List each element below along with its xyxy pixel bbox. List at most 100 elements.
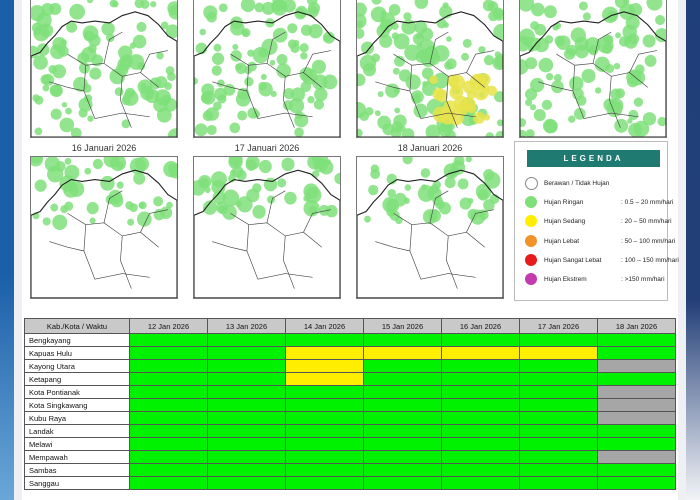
light-rain-patch	[290, 43, 300, 54]
light-rain-patch	[229, 122, 241, 134]
light-rain-patch	[359, 111, 370, 121]
map-panel-3	[350, 0, 510, 138]
light-rain-patch	[52, 214, 68, 231]
regency-boundary	[629, 50, 657, 73]
rainfall-map	[520, 0, 666, 137]
regency-boundary	[266, 31, 286, 64]
regency-boundary	[83, 65, 96, 119]
regency-boundary	[49, 241, 84, 252]
forecast-table: Kab./Kota / Waktu 12 Jan 2026 13 Jan 202…	[24, 318, 676, 490]
light-rain-patch	[370, 168, 381, 180]
light-rain-patch	[216, 201, 228, 214]
legend-range: : 100 – 150 mm/hari	[621, 257, 679, 264]
forecast-cell	[363, 333, 442, 347]
light-rain-patch	[237, 110, 248, 121]
regency-boundary	[140, 50, 168, 73]
legend-range: : 20 – 50 mm/hari	[621, 218, 672, 225]
light-rain-patch	[357, 2, 367, 17]
light-rain-patch	[300, 52, 308, 60]
light-rain-patch	[314, 87, 328, 102]
light-rain-patch	[610, 88, 622, 101]
light-rain-patch	[36, 43, 50, 56]
light-rain-patch	[271, 0, 288, 16]
regency-boundary	[429, 190, 449, 223]
light-rain-patch	[245, 159, 257, 171]
light-rain-patch	[277, 178, 287, 188]
legend-range: : 0.5 – 20 mm/hari	[621, 199, 674, 206]
light-rain-patch	[485, 132, 494, 137]
forecast-cell	[207, 385, 286, 399]
light-rain-patch	[541, 99, 553, 111]
forecast-cell	[519, 411, 598, 425]
light-rain-patch	[121, 119, 131, 129]
light-rain-patch	[194, 123, 208, 137]
light-rain-patch	[65, 107, 72, 115]
moderate-rain-patch	[453, 95, 469, 111]
light-rain-patch	[127, 218, 135, 226]
forecast-cell	[441, 398, 520, 412]
table-row: Sambas	[24, 463, 676, 477]
light-rain-patch	[531, 2, 545, 17]
light-rain-patch	[132, 34, 147, 49]
moderate-rain-patch	[486, 85, 498, 96]
light-rain-patch	[78, 62, 90, 74]
light-rain-patch	[42, 84, 50, 92]
forecast-cell	[363, 437, 442, 451]
light-rain-patch	[626, 75, 639, 88]
light-rain-patch	[308, 24, 323, 39]
header-date: 18 Jan 2026	[597, 318, 676, 334]
header-date: 15 Jan 2026	[363, 318, 442, 334]
regency-boundary	[212, 241, 247, 252]
legend-label: Hujan Ringan	[544, 199, 584, 206]
regency-boundary	[246, 224, 259, 280]
regency-boundary	[257, 273, 313, 280]
regency-boundary	[49, 81, 84, 92]
forecast-cell	[597, 463, 676, 477]
rainfall-map	[31, 157, 177, 298]
light-rain-patch	[218, 3, 228, 13]
forecast-cell	[285, 476, 364, 490]
light-rain-patch	[584, 37, 601, 54]
light-rain-patch	[294, 7, 307, 20]
light-rain-patch	[211, 65, 222, 76]
regency-boundary	[466, 50, 494, 73]
forecast-cell	[363, 346, 442, 360]
light-rain-patch	[69, 3, 86, 20]
regency-boundary	[230, 213, 322, 248]
light-rain-patch	[203, 5, 218, 20]
region-name: Bengkayang	[24, 333, 130, 347]
regency-boundary	[556, 53, 648, 88]
light-rain-patch	[156, 107, 172, 123]
table-row: Sanggau	[24, 476, 676, 490]
light-rain-patch	[385, 83, 400, 98]
forecast-cell	[519, 372, 598, 386]
light-rain-patch	[164, 82, 172, 90]
light-rain-patch	[202, 110, 214, 122]
forecast-cell	[597, 372, 676, 386]
forecast-cell	[441, 346, 520, 360]
map-date-title: 17 Januari 2026	[234, 143, 300, 153]
regency-boundary	[94, 273, 150, 280]
light-rain-patch	[199, 28, 207, 36]
light-rain-patch	[574, 107, 586, 120]
light-rain-patch	[334, 172, 340, 185]
light-rain-patch	[163, 97, 177, 112]
forecast-cell	[441, 424, 520, 438]
light-rain-patch	[114, 87, 124, 97]
light-rain-patch	[167, 1, 177, 16]
light-rain-patch	[60, 39, 67, 46]
light-rain-patch	[61, 102, 68, 108]
light-rain-patch	[414, 20, 428, 34]
map-panel-4	[513, 0, 673, 138]
forecast-cell	[441, 476, 520, 490]
moderate-rain-patch	[432, 87, 445, 101]
light-rain-patch	[153, 196, 164, 207]
moderate-rain-patch	[473, 85, 489, 101]
light-rain-patch	[323, 34, 331, 42]
light-rain-patch	[432, 209, 439, 216]
light-rain-patch	[421, 67, 434, 80]
forecast-cell	[597, 424, 676, 438]
light-rain-patch	[425, 124, 441, 137]
light-rain-patch	[49, 84, 63, 97]
light-rain-patch	[546, 73, 554, 81]
